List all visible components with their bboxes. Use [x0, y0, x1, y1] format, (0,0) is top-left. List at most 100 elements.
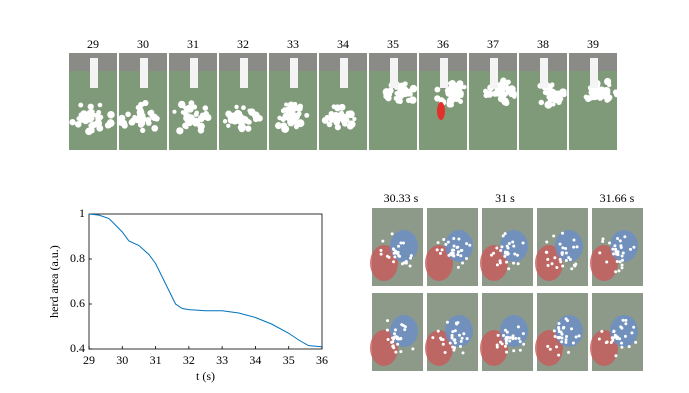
frame-label: 36: [437, 37, 449, 51]
red-region: [590, 245, 618, 281]
sheep: [304, 112, 310, 118]
sheep: [140, 127, 146, 133]
frame-label: 34: [337, 37, 349, 51]
sheep: [452, 348, 456, 352]
sheep: [614, 354, 618, 358]
sheep: [409, 256, 413, 260]
sheep: [436, 241, 440, 245]
sheep: [246, 120, 251, 125]
sheep: [396, 342, 400, 346]
sheep: [448, 84, 455, 91]
sheep: [620, 341, 624, 345]
sheep: [624, 318, 628, 322]
sheep: [200, 112, 205, 118]
sheep: [450, 333, 454, 337]
sheep: [506, 246, 510, 250]
sheep: [465, 242, 469, 246]
sheep: [501, 234, 505, 238]
sheep: [455, 322, 459, 326]
sheep: [564, 340, 568, 344]
sheep: [408, 92, 413, 97]
frame-label: 33: [287, 37, 299, 51]
sheep: [614, 270, 618, 274]
sheep: [601, 237, 605, 241]
sheep: [457, 333, 461, 337]
sheep: [632, 325, 636, 329]
sheep: [446, 240, 450, 244]
sheep: [461, 261, 465, 265]
sheep: [613, 333, 617, 337]
flow-stream: [240, 58, 248, 88]
sheep: [498, 91, 504, 98]
sheep: [620, 254, 624, 258]
sheep: [500, 245, 504, 249]
sheep: [597, 337, 601, 341]
sheep: [434, 86, 441, 93]
sheep: [634, 340, 638, 344]
x-tick-label: 30: [116, 353, 128, 367]
sheep: [554, 90, 562, 98]
sheep: [453, 329, 457, 333]
sheep: [611, 247, 615, 251]
axes-box: [88, 213, 323, 350]
sheep: [232, 111, 239, 119]
sheep: [614, 247, 618, 251]
sheep: [621, 318, 625, 322]
sheep: [284, 108, 289, 113]
sheep: [497, 81, 505, 88]
sheep: [394, 350, 398, 354]
sheep: [441, 338, 445, 342]
sheep: [502, 333, 506, 337]
sheep: [559, 260, 563, 264]
sheep: [392, 346, 396, 350]
sheep: [572, 238, 576, 242]
sheep: [443, 351, 447, 355]
sheep: [176, 127, 184, 135]
flow-stream: [290, 58, 298, 88]
sheep: [222, 119, 228, 124]
sheep: [571, 341, 575, 345]
red-region: [425, 245, 453, 281]
sheep: [450, 336, 454, 340]
red-region: [480, 245, 508, 281]
sheep: [393, 328, 397, 332]
sheep: [334, 104, 342, 112]
sheep: [604, 77, 612, 86]
sheep: [381, 239, 385, 243]
red-region: [590, 330, 618, 366]
sheep: [564, 334, 568, 338]
sheep: [97, 102, 103, 108]
sheep: [453, 346, 457, 350]
sheep: [106, 123, 112, 129]
sheep: [399, 241, 403, 245]
sheep: [295, 104, 303, 112]
sheep: [69, 119, 76, 126]
sheep: [148, 109, 155, 116]
frame-label: 38: [537, 37, 549, 51]
frame-label: 35: [387, 37, 399, 51]
sheep: [567, 350, 571, 354]
sheep: [505, 79, 511, 85]
sheep: [399, 82, 405, 88]
sheep: [390, 232, 394, 236]
sheep: [507, 267, 511, 271]
sheep: [555, 265, 559, 269]
sheep: [438, 251, 442, 255]
sheep: [616, 251, 620, 255]
sheep: [452, 244, 456, 248]
sheep: [465, 257, 469, 261]
sheep: [451, 330, 455, 334]
panel-label: 30.33 s: [384, 191, 419, 205]
sheep: [630, 331, 634, 335]
sheep: [405, 97, 412, 104]
sheep: [183, 111, 189, 117]
sheep: [561, 246, 565, 250]
sheep: [512, 349, 516, 353]
sheep: [280, 108, 286, 114]
sheep: [623, 235, 627, 239]
sheep: [612, 329, 616, 333]
sheep: [459, 254, 463, 258]
frame-label: 32: [237, 37, 249, 51]
sheep: [609, 341, 613, 345]
sheep: [456, 265, 460, 269]
